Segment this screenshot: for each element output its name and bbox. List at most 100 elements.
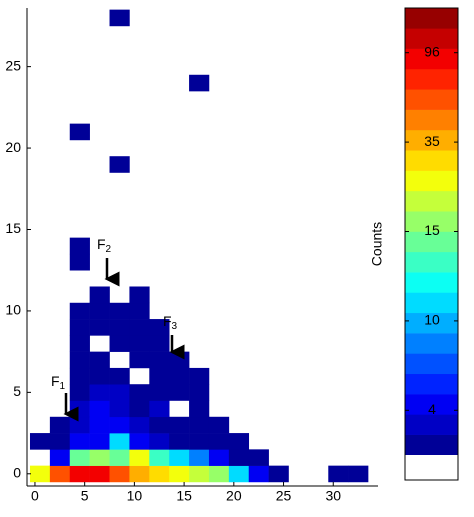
heatmap-cell	[248, 465, 269, 483]
heatmap-cell	[149, 384, 170, 401]
colorbar-band	[405, 129, 458, 151]
heatmap-cell	[208, 449, 230, 466]
heatmap-cell	[109, 367, 130, 385]
annotation-label: F	[97, 236, 106, 252]
heatmap-cell	[89, 351, 110, 369]
colorbar-band	[405, 211, 458, 232]
heatmap-cell	[149, 433, 170, 450]
annotation: F3	[163, 313, 178, 332]
x-tick-label: 25	[276, 488, 292, 504]
colorbar: 4 10 15 35 96 Counts	[369, 7, 459, 481]
heatmap-cell	[69, 351, 90, 369]
colorbar-zero	[405, 455, 458, 480]
colorbar-band	[405, 292, 458, 314]
heatmap-cells	[29, 9, 369, 483]
heatmap-cell	[328, 465, 349, 483]
colorbar-tick-label: 4	[428, 401, 436, 417]
heatmap-cell	[149, 367, 170, 385]
heatmap-cell	[169, 416, 190, 434]
heatmap-cell	[109, 433, 130, 450]
heatmap-cell	[69, 335, 90, 352]
heatmap-cell	[69, 367, 90, 385]
colorbar-band	[405, 190, 458, 212]
heatmap-cell	[149, 335, 170, 352]
heatmap-cell	[189, 400, 210, 418]
heatmap-cell	[89, 465, 110, 483]
heatmap-cell	[189, 416, 210, 434]
heatmap-cell	[268, 465, 289, 483]
heatmap-cell	[169, 433, 190, 450]
colorbar-tick-label: 15	[424, 222, 440, 238]
heatmap-cell	[69, 237, 90, 255]
colorbar-band	[405, 414, 458, 435]
colorbar-tick-label: 35	[424, 133, 440, 149]
y-tick-label: 20	[5, 139, 21, 155]
colorbar-frame	[404, 7, 459, 481]
heatmap-cell	[89, 384, 110, 401]
heatmap-cell	[69, 433, 90, 450]
heatmap-cell	[129, 449, 150, 466]
x-tick-label: 10	[127, 488, 143, 504]
heatmap-cell	[49, 465, 71, 483]
heatmap-cell	[228, 433, 250, 450]
heatmap-cell	[89, 302, 110, 320]
heatmap-cell	[49, 449, 71, 466]
y-tick-label: 25	[5, 57, 21, 73]
colorbar-band	[405, 394, 458, 415]
y-tick-label: 10	[5, 302, 21, 318]
heatmap-cell	[109, 416, 130, 434]
heatmap-cell	[149, 400, 170, 418]
heatmap-cell	[169, 449, 190, 466]
heatmap-cell	[228, 465, 250, 483]
heatmap-cell	[29, 465, 51, 483]
y-tick-label: 0	[13, 464, 21, 480]
heatmap-cell	[69, 449, 90, 466]
heatmap-cell	[189, 433, 210, 450]
heatmap-cell	[109, 156, 130, 173]
heatmap-cell	[89, 433, 110, 450]
heatmap-cell	[69, 302, 90, 320]
heatmap-cell	[169, 384, 190, 401]
heatmap-cell	[208, 433, 230, 450]
heatmap-cell	[49, 416, 71, 434]
colorbar-band	[405, 150, 458, 171]
x-tick-label: 5	[81, 488, 89, 504]
colorbar-tick-label: 96	[424, 43, 440, 59]
annotation-label: F	[163, 313, 172, 329]
heatmap-cell	[149, 319, 170, 336]
annotation-label: F	[51, 373, 60, 389]
heatmap-cell	[89, 319, 110, 336]
heatmap-cell	[109, 302, 130, 320]
heatmap-cell	[49, 433, 71, 450]
heatmap-cell	[89, 449, 110, 466]
heatmap-cell	[129, 351, 150, 369]
heatmap-cell	[169, 351, 190, 369]
heatmap-cell	[109, 465, 130, 483]
heatmap-cell	[129, 465, 150, 483]
y-tick-label: 15	[5, 220, 21, 236]
heatmap-cell	[129, 319, 150, 336]
annotation: F2	[97, 236, 112, 255]
colorbar-band	[405, 109, 458, 131]
heatmap-cell	[89, 367, 110, 385]
heatmap-cell	[189, 384, 210, 401]
heatmap-cell	[189, 74, 210, 92]
heatmap-cell	[89, 416, 110, 434]
colorbar-band	[405, 333, 458, 354]
x-tick-label: 15	[176, 488, 192, 504]
colorbar-band	[405, 89, 458, 110]
heatmap-cell	[69, 123, 90, 141]
heatmap-cell	[149, 351, 170, 369]
heatmap-cell	[208, 465, 230, 483]
heatmap-cell	[109, 9, 130, 27]
y-tick-label: 5	[13, 383, 21, 399]
heatmap-cell	[208, 416, 230, 434]
heatmap-cell	[29, 433, 51, 450]
colorbar-label: Counts	[369, 222, 385, 266]
colorbar-band	[405, 373, 458, 395]
heatmap-cell	[189, 449, 210, 466]
heatmap-cell	[69, 253, 90, 271]
heatmap-cell	[109, 384, 130, 401]
colorbar-band	[405, 272, 458, 293]
